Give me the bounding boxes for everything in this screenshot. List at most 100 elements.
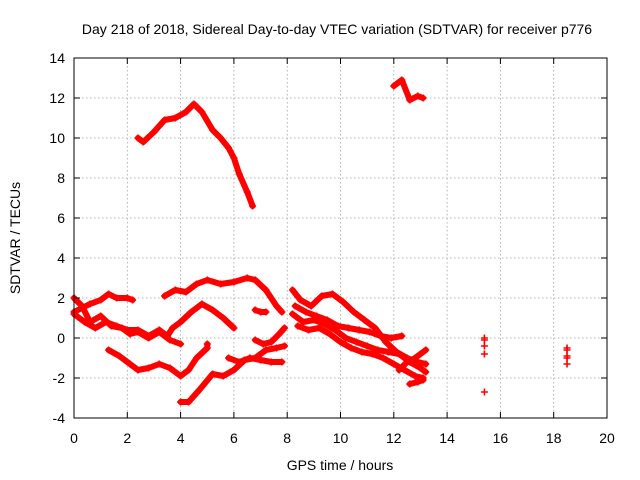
data-point-marker [305, 326, 313, 334]
series-line [105, 341, 211, 379]
data-point-marker [177, 340, 185, 348]
data-point-marker [414, 92, 422, 100]
data-point-marker [275, 330, 283, 338]
data-point-marker [289, 310, 297, 318]
y-tick-label: 2 [57, 290, 65, 306]
data-point-marker [166, 336, 174, 344]
data-point-marker [209, 370, 217, 378]
series-line [135, 101, 256, 209]
data-point-marker [310, 316, 318, 324]
data-point-marker [155, 360, 163, 368]
data-point-marker [406, 96, 414, 104]
data-point-marker [395, 350, 403, 358]
series-track-9 [225, 354, 286, 366]
data-point-marker [363, 342, 371, 350]
data-point-marker [243, 274, 251, 282]
series-track-6 [70, 294, 185, 348]
data-point-marker [230, 154, 238, 162]
data-point-marker [563, 344, 571, 352]
data-point-marker [294, 322, 302, 330]
series-line [390, 77, 427, 103]
x-tick-label: 14 [439, 430, 455, 446]
data-point-marker [134, 134, 142, 142]
data-point-marker [289, 286, 297, 294]
data-point-marker [209, 306, 217, 314]
data-point-marker [371, 324, 379, 332]
data-point-marker [235, 358, 243, 366]
data-point-marker [374, 346, 382, 354]
series-track-3 [161, 274, 286, 316]
y-tick-label: 12 [49, 90, 65, 106]
data-point-marker [177, 398, 185, 406]
data-point-marker [422, 360, 430, 368]
x-tick-label: 8 [283, 430, 291, 446]
data-point-marker [384, 348, 392, 356]
data-point-marker [230, 278, 238, 286]
data-point-marker [171, 114, 179, 122]
data-point-marker [422, 346, 430, 354]
data-point-marker [406, 380, 414, 388]
data-point-marker [177, 318, 185, 326]
data-point-marker [225, 144, 233, 152]
series-track-11 [251, 306, 270, 316]
data-point-marker [267, 358, 275, 366]
data-point-marker [480, 336, 488, 344]
data-point-marker [262, 346, 270, 354]
data-point-marker [97, 296, 105, 304]
data-point-marker [198, 300, 206, 308]
data-point-marker [299, 318, 307, 326]
data-point-marker [563, 354, 571, 362]
data-point-marker [422, 368, 430, 376]
data-point-marker [251, 276, 259, 284]
data-point-marker [339, 298, 347, 306]
data-point-marker [337, 338, 344, 346]
series-line [161, 275, 285, 315]
data-point-marker [318, 292, 326, 300]
data-point-marker [126, 330, 134, 338]
data-point-marker [366, 328, 374, 336]
data-point-marker [419, 376, 427, 384]
data-point-marker [355, 326, 363, 334]
data-point-marker [185, 398, 193, 406]
data-point-marker [480, 342, 488, 350]
data-point-marker [126, 360, 134, 368]
data-point-marker [480, 388, 488, 396]
series-track-14 [289, 310, 430, 376]
data-point-marker [321, 320, 329, 328]
data-point-marker [185, 366, 193, 374]
y-tick-label: -2 [53, 370, 66, 386]
data-point-marker [360, 316, 368, 324]
data-point-marker [347, 344, 355, 352]
data-point-marker [134, 328, 142, 336]
series-track-2 [390, 76, 427, 104]
data-point-marker [86, 300, 94, 308]
x-tick-label: 0 [70, 430, 78, 446]
y-tick-label: 0 [57, 330, 65, 346]
y-axis-label: SDTVAR / TECUs [7, 182, 23, 294]
data-point-marker [352, 338, 360, 346]
data-point-marker [411, 372, 419, 380]
data-point-marker [235, 170, 243, 178]
data-point-marker [259, 340, 267, 348]
data-point-marker [379, 354, 387, 362]
data-point-marker [416, 364, 424, 372]
series-track-10 [251, 324, 289, 348]
data-point-marker [398, 332, 406, 340]
series-line [71, 295, 184, 347]
data-point-marker [225, 354, 233, 362]
data-point-marker [267, 338, 275, 346]
data-point-marker [249, 202, 257, 210]
data-point-marker [161, 116, 169, 124]
data-point-marker [273, 302, 281, 310]
data-point-marker [326, 330, 334, 338]
data-point-marker [113, 294, 121, 302]
series-track-8 [177, 342, 289, 406]
data-point-marker [376, 332, 384, 340]
series-points-18.5 [563, 344, 571, 368]
data-point-marker [307, 302, 315, 310]
data-point-marker [563, 360, 571, 368]
data-point-marker [171, 286, 179, 294]
data-point-marker [251, 306, 259, 314]
data-point-marker [105, 290, 113, 298]
